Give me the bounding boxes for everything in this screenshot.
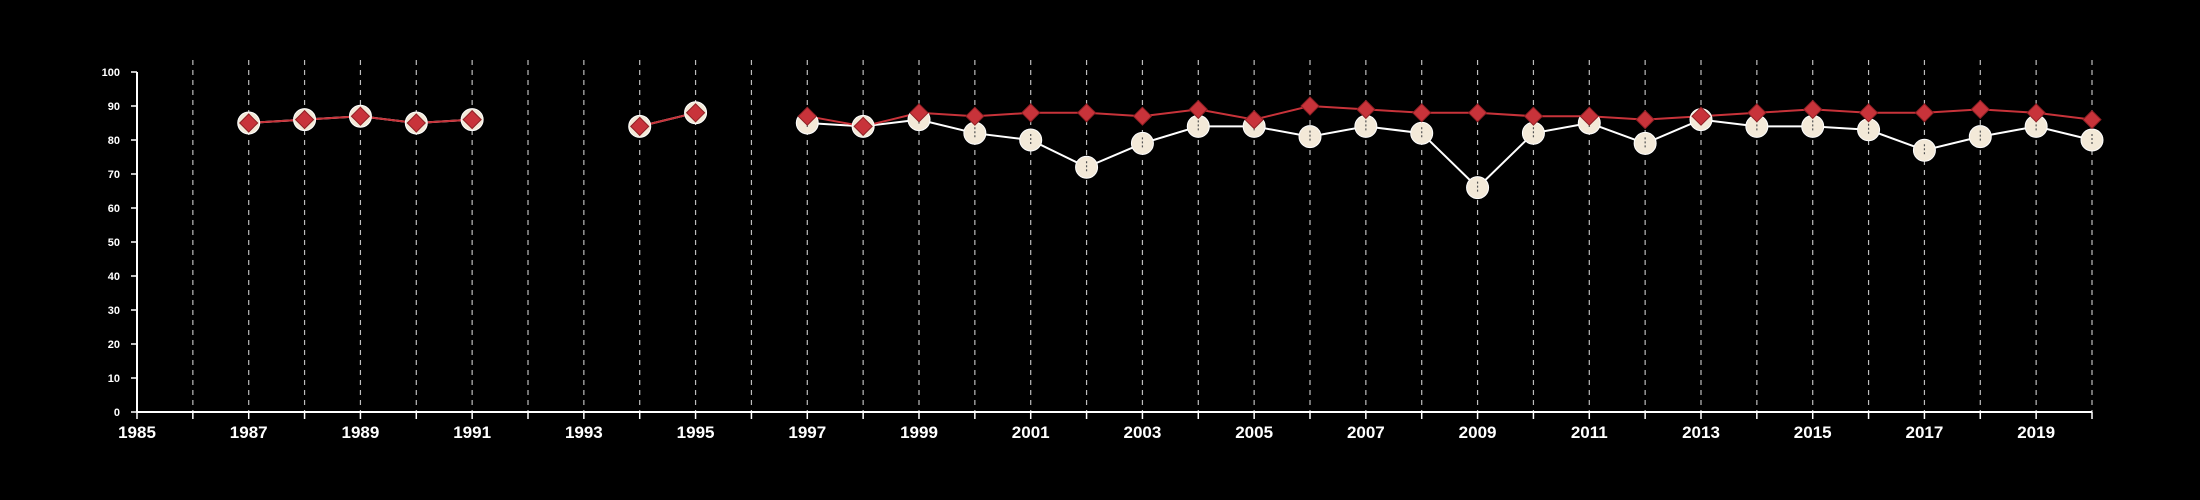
diamond-point-2016	[1858, 103, 1879, 123]
x-tick-label-2009: 2009	[1459, 423, 1497, 442]
diamond-point-2003	[1132, 106, 1153, 126]
y-tick-label-0: 0	[114, 407, 120, 419]
diamond-point-2012	[1635, 109, 1655, 130]
diamond-point-1997	[797, 106, 817, 126]
x-tick-label-2007: 2007	[1347, 423, 1385, 442]
diamond-point-2007	[1356, 99, 1376, 120]
x-tick-label-1989: 1989	[342, 423, 380, 442]
x-tick-label-2001: 2001	[1012, 423, 1050, 442]
diamond-point-2006	[1300, 96, 1320, 116]
diamond-point-2020	[2082, 109, 2102, 130]
axes	[131, 71, 2093, 419]
x-tick-label-2019: 2019	[2017, 423, 2055, 442]
x-tick-label-1995: 1995	[677, 423, 715, 442]
diamond-point-2005	[1244, 109, 1264, 130]
x-tick-label-2013: 2013	[1682, 423, 1720, 442]
x-tick-label-2017: 2017	[1906, 423, 1944, 442]
diamond-point-1998	[853, 116, 873, 137]
diamond-point-2017	[1914, 103, 1935, 123]
diamond-point-2002	[1076, 103, 1097, 123]
diamond-point-1995	[685, 103, 706, 123]
diamond-point-2015	[1803, 99, 1823, 120]
y-tick-label-90: 90	[108, 101, 120, 113]
x-tick-label-2005: 2005	[1235, 423, 1273, 442]
diamond-point-1987	[239, 113, 259, 133]
diamond-point-2008	[1412, 103, 1432, 123]
diamond-point-1990	[406, 113, 426, 133]
x-tick-label-2011: 2011	[1571, 423, 1608, 442]
x-tick-label-1987: 1987	[230, 423, 268, 442]
diamond-point-2000	[965, 106, 985, 126]
y-tick-label-80: 80	[108, 135, 120, 147]
y-tick-label-20: 20	[108, 339, 120, 351]
diamond-point-2010	[1523, 106, 1544, 126]
diamond-point-2014	[1747, 103, 1767, 123]
diamond-point-2004	[1188, 99, 1208, 120]
y-tick-label-30: 30	[108, 305, 120, 317]
diamond-point-2009	[1467, 103, 1488, 123]
x-tick-label-1991: 1991	[453, 423, 491, 442]
x-tick-label-1985: 1985	[118, 423, 156, 442]
diamond-point-2011	[1579, 106, 1599, 126]
x-tick-label-1993: 1993	[565, 423, 603, 442]
y-tick-label-10: 10	[108, 373, 120, 385]
diamond-point-2019	[2026, 103, 2046, 123]
x-tick-label-2003: 2003	[1124, 423, 1162, 442]
diamond-point-1994	[630, 116, 650, 137]
diamond-point-2001	[1021, 103, 1041, 123]
diamond-point-1988	[294, 109, 315, 130]
x-tick-label-2015: 2015	[1794, 423, 1832, 442]
y-tick-label-100: 100	[102, 67, 120, 79]
x-tick-label-1997: 1997	[788, 423, 826, 442]
diamond-point-2018	[1970, 99, 1990, 120]
tick-labels: 0 10 20 30 40 50 60 70 80 90 100 1985 1987 1989 1991 19…	[102, 67, 2055, 442]
diamond-point-1999	[909, 103, 929, 123]
diamond-point-1991	[462, 109, 482, 130]
diamond-point-1989	[350, 106, 371, 126]
y-tick-label-70: 70	[108, 169, 120, 181]
y-tick-label-60: 60	[108, 203, 120, 215]
y-tick-label-40: 40	[108, 271, 120, 283]
diamond-point-2013	[1691, 106, 1711, 126]
series-markers	[237, 96, 2104, 200]
x-tick-label-1999: 1999	[900, 423, 938, 442]
vertical-grid	[192, 60, 2093, 412]
y-tick-label-50: 50	[108, 237, 120, 249]
